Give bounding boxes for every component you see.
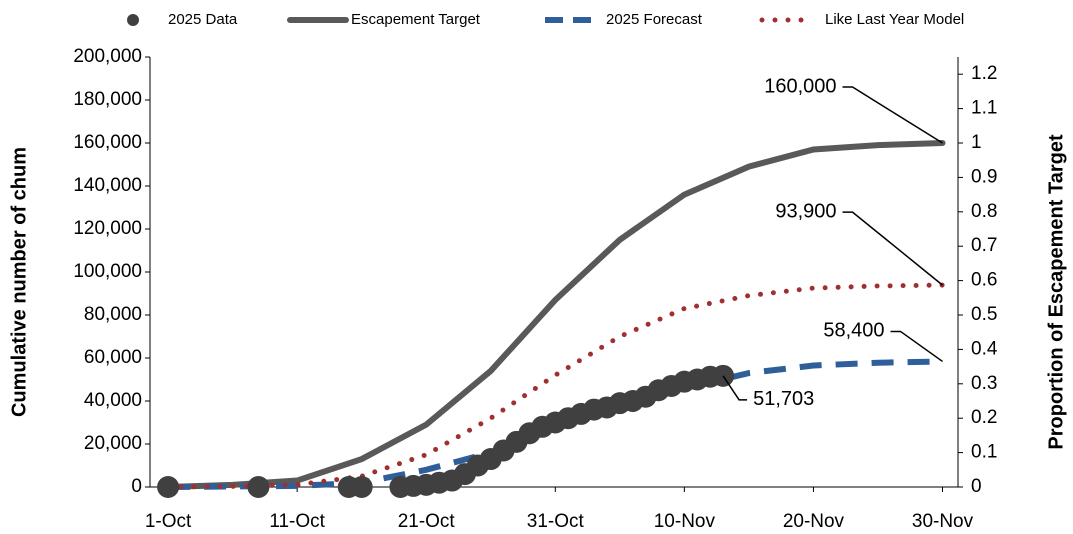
data-point <box>350 476 373 498</box>
y-tick-label: 200,000 <box>73 46 142 67</box>
y-tick-label: 160,000 <box>73 132 142 153</box>
y2-tick-label: 0.6 <box>971 270 997 291</box>
y-tick-label: 140,000 <box>73 175 142 196</box>
x-tick-label: 20-Nov <box>783 511 845 532</box>
y2-tick-label: 0.3 <box>971 373 997 394</box>
y2-tick-label: 0.7 <box>971 235 997 256</box>
y-tick-label: 60,000 <box>84 347 142 368</box>
legend-label: Like Last Year Model <box>825 11 964 28</box>
y2-tick-label: 0.9 <box>971 166 997 187</box>
value-label: 51,703 <box>753 388 814 410</box>
y-tick-label: 100,000 <box>73 261 142 282</box>
x-tick-label: 30-Nov <box>912 511 974 532</box>
x-tick-label: 1-Oct <box>145 511 192 532</box>
y2-tick-label: 0.5 <box>971 304 997 325</box>
y2-tick-label: 1.2 <box>971 63 997 84</box>
value-label: 93,900 <box>775 200 836 222</box>
x-tick-label: 21-Oct <box>398 511 456 532</box>
y2-tick-label: 1.1 <box>971 98 997 119</box>
y-tick-label: 180,000 <box>73 89 142 110</box>
y2-tick-label: 0.4 <box>971 338 998 359</box>
legend-label: 2025 Data <box>168 11 238 28</box>
x-tick-label: 10-Nov <box>654 511 716 532</box>
leader-line <box>842 211 943 286</box>
y2-tick-label: 0 <box>971 476 982 497</box>
value-label: 58,400 <box>823 320 884 342</box>
x-tick-label: 11-Oct <box>269 511 325 532</box>
y-tick-label: 120,000 <box>73 218 142 239</box>
legend-label: 2025 Forecast <box>606 11 703 28</box>
data-point <box>247 476 270 498</box>
y-tick-label: 80,000 <box>84 304 142 325</box>
x-tick-label: 31-Oct <box>527 511 585 532</box>
data-point <box>157 476 180 498</box>
y2-tick-label: 0.1 <box>971 442 997 463</box>
y2-tick-label: 0.8 <box>971 201 997 222</box>
legend-marker <box>127 14 139 26</box>
value-label: 160,000 <box>764 75 836 97</box>
y-tick-label: 20,000 <box>84 433 142 454</box>
leader-line <box>842 86 943 144</box>
leader-line <box>722 375 748 401</box>
leader-line <box>890 330 943 363</box>
y2-tick-label: 0.2 <box>971 407 997 428</box>
series-line <box>165 282 946 490</box>
y-tick-label: 0 <box>131 476 142 497</box>
y2-tick-label: 1 <box>971 132 982 153</box>
y2-axis-label: Proportion of Escapement Target <box>1045 134 1067 450</box>
series-line <box>165 140 946 490</box>
legend-label: Escapement Target <box>351 11 481 28</box>
y-tick-label: 40,000 <box>84 390 142 411</box>
y-axis-label: Cumulative number of chum <box>8 147 30 417</box>
